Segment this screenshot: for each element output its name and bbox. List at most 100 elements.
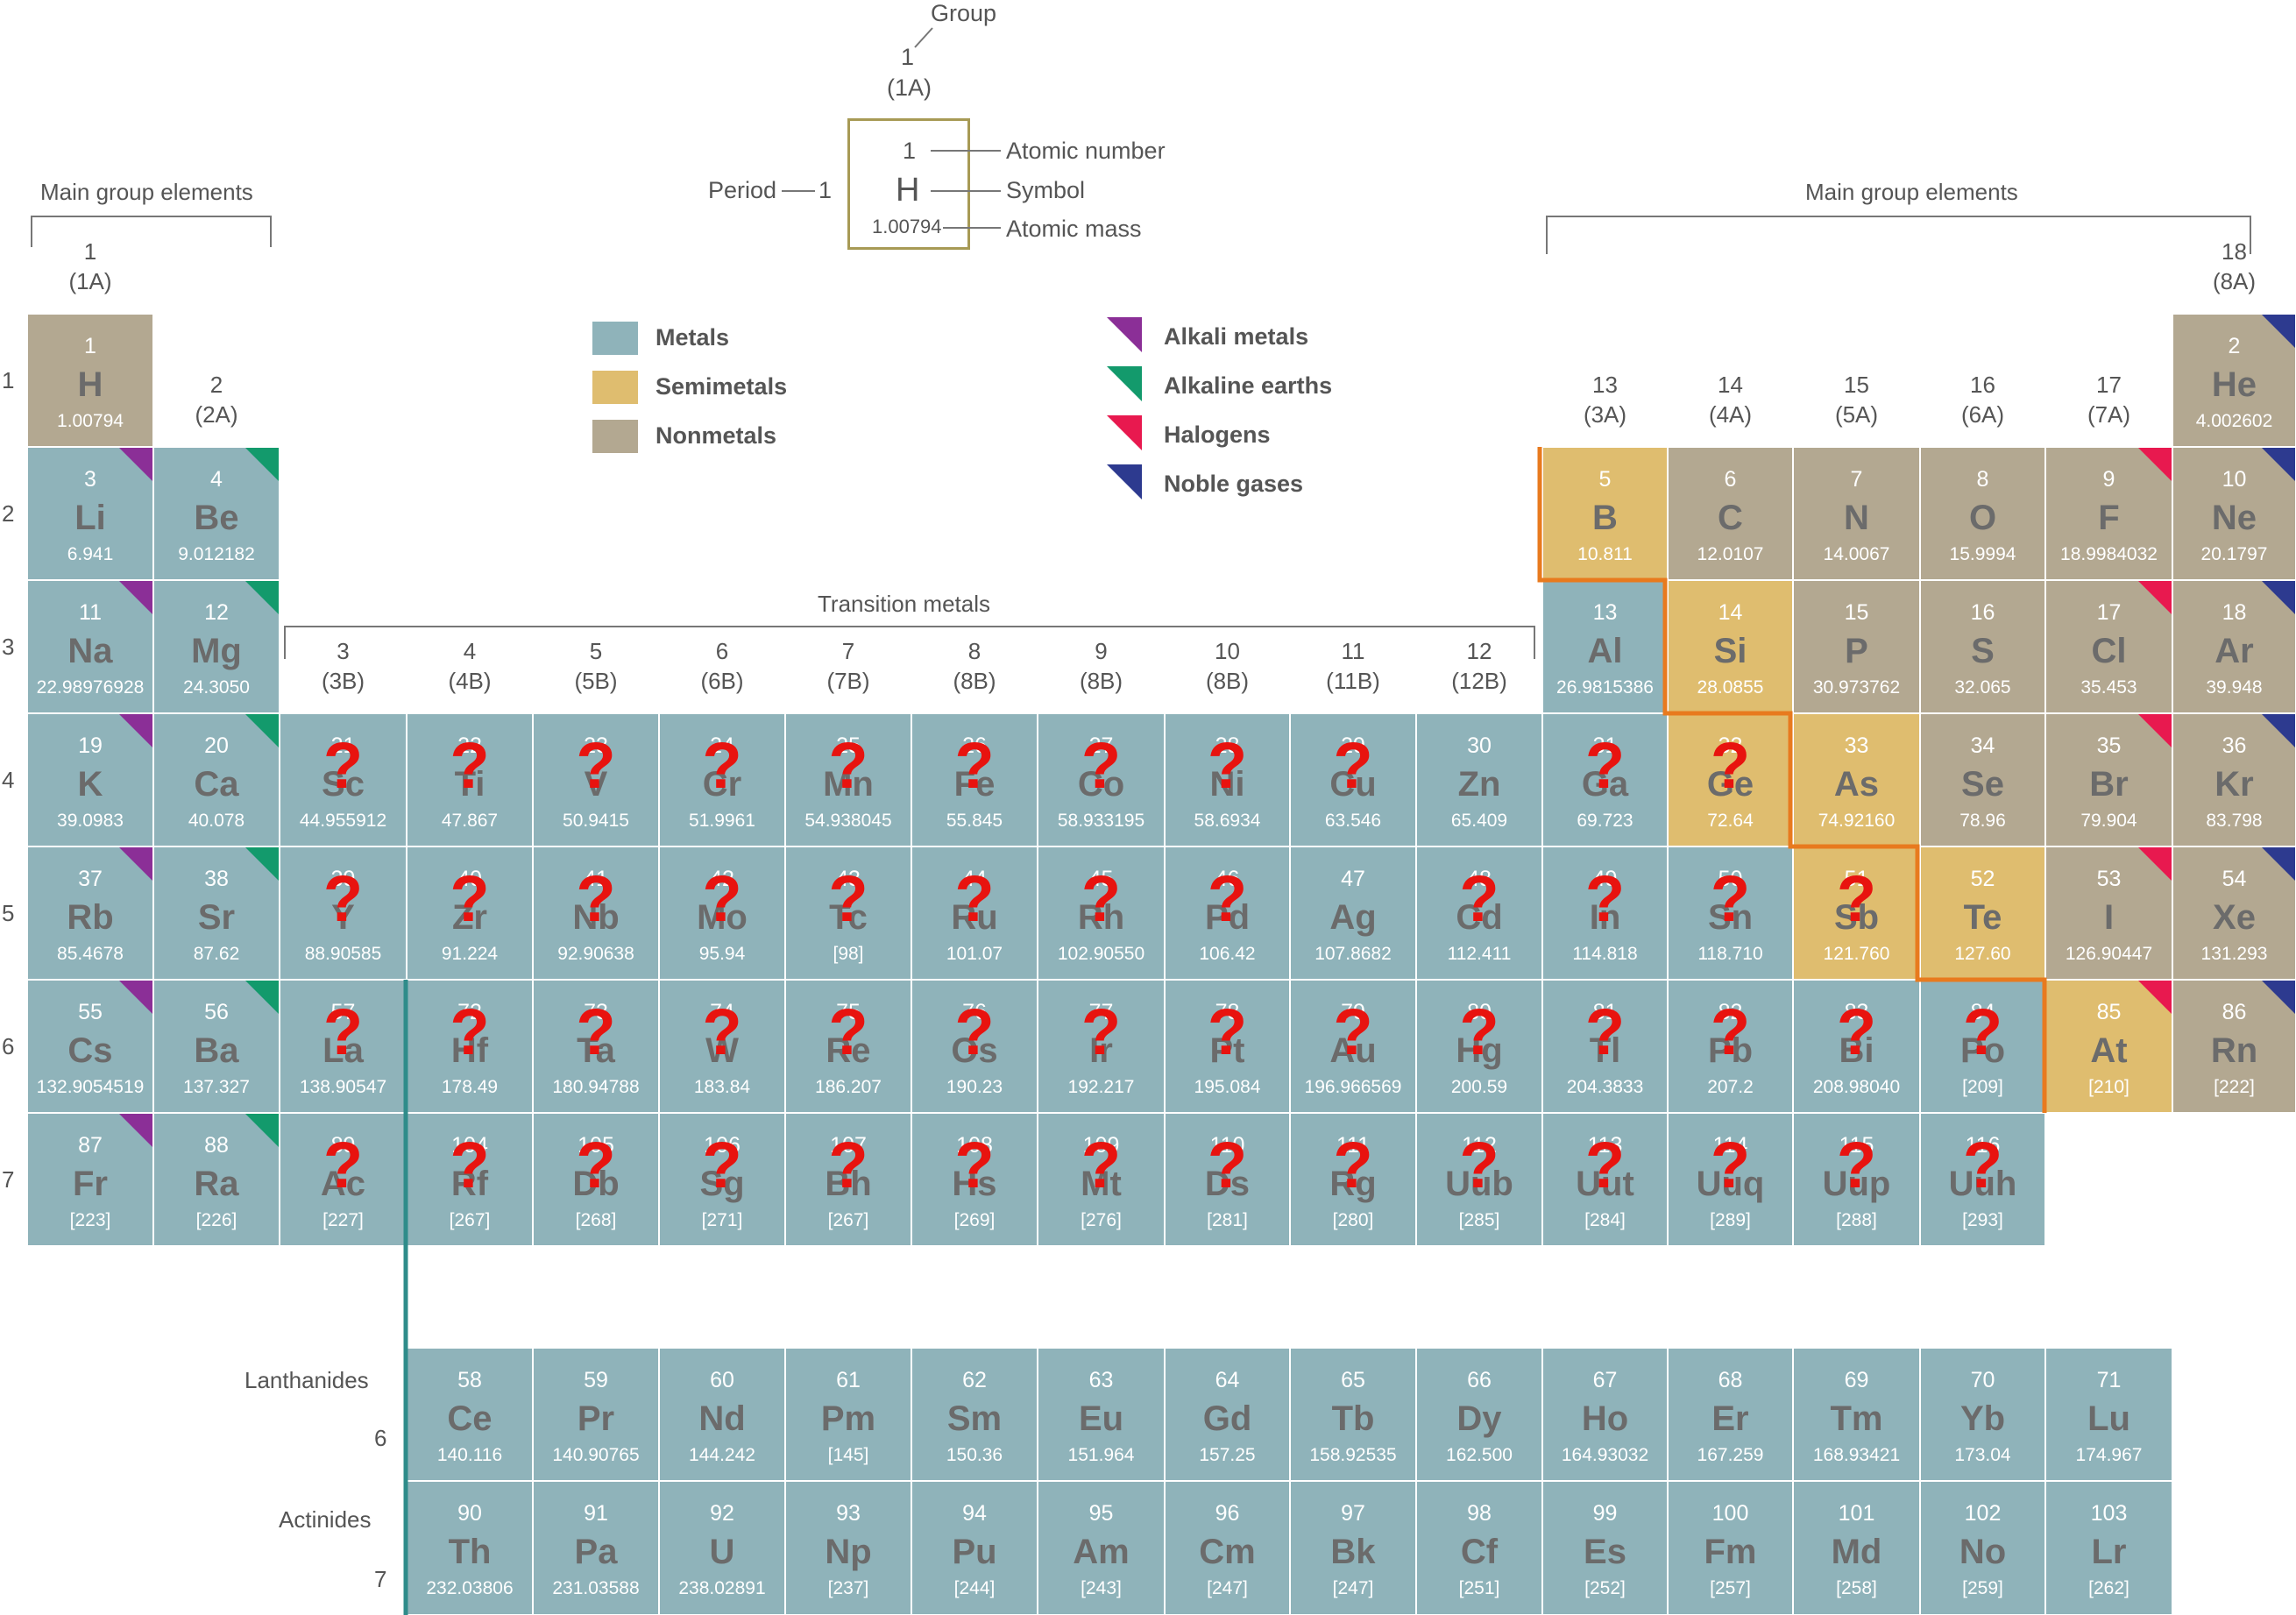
actinides-period: 7 (374, 1566, 387, 1592)
element-cell-dy[interactable]: 66 Dy 162.500 (1416, 1348, 1542, 1481)
element-cell-fm[interactable]: 100 Fm [257] (1668, 1481, 1793, 1615)
element-cell-b[interactable]: 5 B 10.811 (1542, 447, 1668, 580)
element-cell-bh[interactable]: 107 Bh [267]? (785, 1113, 911, 1246)
element-cell-lr[interactable]: 103 Lr [262] (2045, 1481, 2172, 1615)
element-cell-sm[interactable]: 62 Sm 150.36 (911, 1348, 1038, 1481)
element-cell-rb[interactable]: 37 Rb 85.4678 (27, 846, 153, 980)
element-cell-cm[interactable]: 96 Cm [247] (1165, 1481, 1290, 1615)
element-cell-la[interactable]: 57 La 138.90547? (280, 980, 407, 1113)
element-cell-no[interactable]: 102 No [259] (1920, 1481, 2045, 1615)
element-cell-ba[interactable]: 56 Ba 137.327 (153, 980, 280, 1113)
element-cell-sb[interactable]: 51 Sb 121.760? (1793, 846, 1920, 980)
element-cell-ge[interactable]: 32 Ge 72.64? (1668, 713, 1793, 846)
element-cell-ra[interactable]: 88 Ra [226] (153, 1113, 280, 1246)
element-cell-y[interactable]: 39 Y 88.90585? (280, 846, 407, 980)
element-symbol: Cd (1456, 898, 1503, 937)
element-cell-c[interactable]: 6 C 12.0107 (1668, 447, 1793, 580)
element-cell-ar[interactable]: 18 Ar 39.948 (2172, 580, 2296, 713)
element-cell-fr[interactable]: 87 Fr [223] (27, 1113, 153, 1246)
element-cell-md[interactable]: 101 Md [258] (1793, 1481, 1920, 1615)
atomic-number: 81 (1592, 1000, 1618, 1024)
element-cell-mg[interactable]: 12 Mg 24.3050 (153, 580, 280, 713)
family-marker-alkaline (245, 581, 279, 614)
element-cell-ga[interactable]: 31 Ga 69.723? (1542, 713, 1668, 846)
atomic-mass: 72.64 (1707, 811, 1754, 831)
element-cell-p[interactable]: 15 P 30.973762 (1793, 580, 1920, 713)
element-cell-bk[interactable]: 97 Bk [247] (1290, 1481, 1416, 1615)
element-cell-o[interactable]: 8 O 15.9994 (1920, 447, 2045, 580)
element-symbol: Tb (1331, 1399, 1375, 1438)
atomic-number: 89 (330, 1133, 356, 1158)
element-cell-sr[interactable]: 38 Sr 87.62 (153, 846, 280, 980)
element-cell-sg[interactable]: 106 Sg [271]? (659, 1113, 785, 1246)
element-cell-am[interactable]: 95 Am [243] (1038, 1481, 1165, 1615)
element-cell-n[interactable]: 7 N 14.0067 (1793, 447, 1920, 580)
element-cell-cs[interactable]: 55 Cs 132.9054519 (27, 980, 153, 1113)
atomic-mass: 26.9815386 (1556, 677, 1654, 698)
element-cell-pa[interactable]: 91 Pa 231.03588 (533, 1481, 659, 1615)
legend-triangle-alkaline (1107, 366, 1142, 401)
element-cell-yb[interactable]: 70 Yb 173.04 (1920, 1348, 2045, 1481)
element-cell-be[interactable]: 4 Be 9.012182 (153, 447, 280, 580)
element-cell-nd[interactable]: 60 Nd 144.242 (659, 1348, 785, 1481)
element-cell-s[interactable]: 16 S 32.065 (1920, 580, 2045, 713)
element-cell-np[interactable]: 93 Np [237] (785, 1481, 911, 1615)
element-cell-al[interactable]: 13 Al 26.9815386 (1542, 580, 1668, 713)
element-cell-tb[interactable]: 65 Tb 158.92535 (1290, 1348, 1416, 1481)
element-cell-nb[interactable]: 41 Nb 92.90638? (533, 846, 659, 980)
element-cell-cf[interactable]: 98 Cf [251] (1416, 1481, 1542, 1615)
element-cell-ho[interactable]: 67 Ho 164.93032 (1542, 1348, 1668, 1481)
element-cell-li[interactable]: 3 Li 6.941 (27, 447, 153, 580)
element-cell-i[interactable]: 53 I 126.90447 (2045, 846, 2172, 980)
element-cell-u[interactable]: 92 U 238.02891 (659, 1481, 785, 1615)
atomic-mass: 39.948 (2206, 677, 2263, 698)
atomic-number: 116 (1965, 1133, 2001, 1158)
element-cell-ds[interactable]: 110 Ds [281]? (1165, 1113, 1290, 1246)
atomic-number: 24 (710, 733, 734, 758)
element-cell-rn[interactable]: 86 Rn [222] (2172, 980, 2296, 1113)
element-cell-k[interactable]: 19 K 39.0983 (27, 713, 153, 846)
element-cell-kr[interactable]: 36 Kr 83.798 (2172, 713, 2296, 846)
element-symbol: Es (1584, 1533, 1626, 1571)
atomic-number: 14 (1718, 600, 1743, 625)
element-cell-ag[interactable]: 47 Ag 107.8682 (1290, 846, 1416, 980)
element-cell-br[interactable]: 35 Br 79.904 (2045, 713, 2172, 846)
element-cell-ce[interactable]: 58 Ce 140.116 (407, 1348, 533, 1481)
group-header-17: 17 (7A) (2045, 370, 2172, 429)
element-cell-si[interactable]: 14 Si 28.0855 (1668, 580, 1793, 713)
element-cell-os[interactable]: 76 Os 190.23? (911, 980, 1038, 1113)
element-cell-tm[interactable]: 69 Tm 168.93421 (1793, 1348, 1920, 1481)
element-cell-in[interactable]: 49 In 114.818? (1542, 846, 1668, 980)
element-cell-se[interactable]: 34 Se 78.96 (1920, 713, 2045, 846)
element-cell-at[interactable]: 85 At [210] (2045, 980, 2172, 1113)
element-cell-as[interactable]: 33 As 74.92160 (1793, 713, 1920, 846)
group-number: 4 (463, 638, 477, 664)
element-cell-ne[interactable]: 10 Ne 20.1797 (2172, 447, 2296, 580)
element-cell-te[interactable]: 52 Te 127.60 (1920, 846, 2045, 980)
element-symbol: Bi (1839, 1031, 1874, 1070)
element-cell-er[interactable]: 68 Er 167.259 (1668, 1348, 1793, 1481)
element-cell-h[interactable]: 1 H 1.00794 (27, 314, 153, 447)
element-cell-zr[interactable]: 40 Zr 91.224? (407, 846, 533, 980)
element-cell-pr[interactable]: 59 Pr 140.90765 (533, 1348, 659, 1481)
element-cell-gd[interactable]: 64 Gd 157.25 (1165, 1348, 1290, 1481)
atomic-mass: 58.6934 (1194, 811, 1261, 831)
element-cell-zn[interactable]: 30 Zn 65.409 (1416, 713, 1542, 846)
element-cell-pu[interactable]: 94 Pu [244] (911, 1481, 1038, 1615)
element-cell-lu[interactable]: 71 Lu 174.967 (2045, 1348, 2172, 1481)
element-cell-th[interactable]: 90 Th 232.03806 (407, 1481, 533, 1615)
element-cell-uut[interactable]: 113 Uut [284]? (1542, 1113, 1668, 1246)
element-cell-cl[interactable]: 17 Cl 35.453 (2045, 580, 2172, 713)
element-cell-pm[interactable]: 61 Pm [145] (785, 1348, 911, 1481)
element-cell-mn[interactable]: 25 Mn 54.938045? (785, 713, 911, 846)
atomic-mass: [288] (1836, 1210, 1877, 1230)
element-cell-eu[interactable]: 63 Eu 151.964 (1038, 1348, 1165, 1481)
element-cell-xe[interactable]: 54 Xe 131.293 (2172, 846, 2296, 980)
element-cell-ca[interactable]: 20 Ca 40.078 (153, 713, 280, 846)
element-symbol: Tm (1830, 1399, 1883, 1438)
key-group-number: 1 (901, 44, 915, 70)
element-cell-na[interactable]: 11 Na 22.98976928 (27, 580, 153, 713)
element-symbol: Ti (454, 765, 485, 804)
element-cell-f[interactable]: 9 F 18.9984032 (2045, 447, 2172, 580)
element-cell-pd[interactable]: 46 Pd 106.42? (1165, 846, 1290, 980)
